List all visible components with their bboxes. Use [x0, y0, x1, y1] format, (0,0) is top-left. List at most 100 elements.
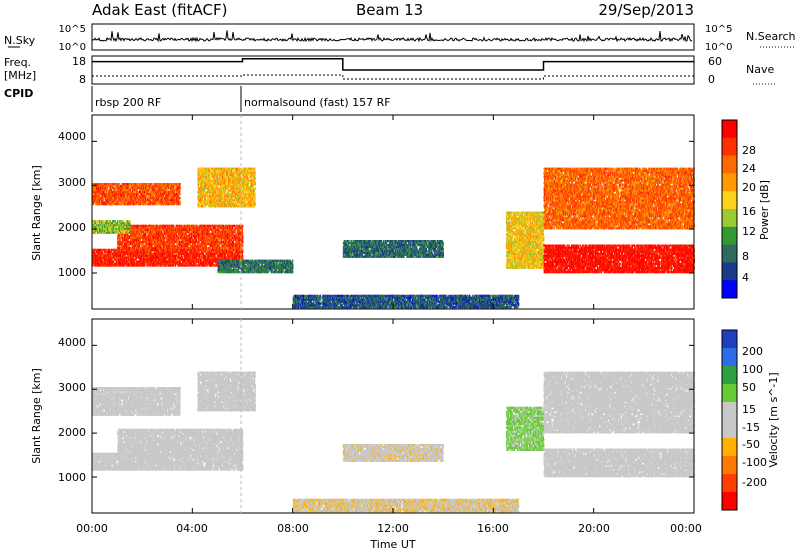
heatmap-cell — [159, 249, 160, 251]
heatmap-cell — [95, 187, 96, 189]
heatmap-cell — [231, 241, 232, 243]
heatmap-cell — [139, 261, 140, 263]
heatmap-cell — [173, 263, 174, 265]
heatmap-cell — [237, 239, 238, 241]
heatmap-cell — [227, 231, 228, 233]
heatmap-cell — [146, 235, 147, 237]
heatmap-cell — [106, 191, 107, 193]
heatmap-cell — [110, 187, 111, 189]
heatmap-cell — [216, 259, 217, 261]
heatmap-cell — [221, 243, 222, 245]
heatmap-cell — [198, 247, 199, 249]
heatmap-cell — [208, 241, 209, 243]
heatmap-cell — [102, 259, 103, 261]
heatmap-cell — [186, 233, 187, 235]
heatmap-cell — [194, 227, 195, 229]
heatmap-cell — [218, 239, 219, 241]
heatmap-cell — [226, 239, 227, 241]
heatmap-cell — [134, 237, 135, 239]
heatmap-cell — [173, 255, 174, 257]
heatmap-cell — [107, 187, 108, 189]
heatmap-cell — [229, 235, 230, 237]
heatmap-cell — [147, 235, 148, 237]
heatmap-cell — [95, 263, 96, 265]
heatmap-cell — [134, 243, 135, 245]
heatmap-cell — [192, 243, 193, 245]
freq-label-bottom: [MHz] — [4, 69, 36, 82]
heatmap-cell — [155, 263, 156, 265]
heatmap-cell — [100, 187, 101, 189]
beam-title: Beam 13 — [356, 1, 423, 19]
heatmap-cell — [233, 257, 234, 259]
heatmap-cell — [195, 263, 196, 265]
heatmap-cell — [116, 249, 117, 251]
heatmap-cell — [223, 229, 224, 231]
heatmap-cell — [217, 261, 218, 263]
heatmap-cell — [104, 201, 105, 203]
heatmap-cell — [196, 239, 197, 241]
heatmap-cell — [129, 245, 130, 247]
heatmap-cell — [111, 189, 112, 191]
heatmap-cell — [184, 231, 185, 233]
heatmap-cell — [102, 253, 103, 255]
heatmap-cell — [145, 243, 146, 245]
heatmap-cell — [205, 227, 206, 229]
nave-label: Nave — [746, 63, 774, 76]
heatmap-cell — [142, 229, 143, 231]
heatmap-cell — [139, 245, 140, 247]
heatmap-cell — [233, 241, 234, 243]
heatmap-cell — [213, 229, 214, 231]
heatmap-cell — [113, 263, 114, 265]
heatmap-cell — [209, 229, 210, 231]
heatmap-cell — [187, 249, 188, 251]
heatmap-cell — [185, 257, 186, 259]
heatmap-cell — [176, 233, 177, 235]
heatmap-cell — [184, 253, 185, 255]
heatmap-cell — [122, 237, 123, 239]
heatmap-cell — [227, 235, 228, 237]
heatmap-cell — [97, 261, 98, 263]
heatmap-cell — [231, 237, 232, 239]
heatmap-cell — [124, 241, 125, 243]
heatmap-cell — [166, 264, 167, 266]
heatmap-cell — [199, 241, 200, 243]
heatmap-cell — [234, 225, 235, 227]
heatmap-cell — [167, 257, 168, 259]
heatmap-cell — [149, 229, 150, 231]
heatmap-cell — [163, 235, 164, 237]
heatmap-cell — [204, 249, 205, 251]
heatmap-cell — [126, 249, 127, 251]
heatmap-cell — [98, 255, 99, 257]
heatmap-cell — [106, 257, 107, 259]
heatmap-cell — [120, 255, 121, 257]
heatmap-cell — [141, 257, 142, 259]
heatmap-cell — [160, 229, 161, 231]
heatmap-cell — [102, 183, 103, 185]
heatmap-cell — [114, 257, 115, 259]
heatmap-cell — [100, 193, 101, 195]
heatmap-cell — [116, 261, 117, 263]
heatmap-cell — [233, 247, 234, 249]
heatmap-cell — [141, 225, 142, 227]
heatmap-cell — [171, 249, 172, 251]
heatmap-cell — [123, 255, 124, 257]
heatmap-cell — [235, 243, 236, 245]
heatmap-cell — [174, 239, 175, 241]
heatmap-cell — [164, 239, 165, 241]
heatmap-cell — [152, 225, 153, 227]
heatmap-cell — [215, 237, 216, 239]
heatmap-cell — [201, 245, 202, 247]
heatmap-cell — [225, 229, 226, 231]
heatmap-cell — [136, 239, 137, 241]
heatmap-cell — [230, 225, 231, 227]
heatmap-cell — [179, 245, 180, 247]
heatmap-cell — [195, 243, 196, 245]
heatmap-cell — [219, 245, 220, 247]
heatmap-cell — [229, 239, 230, 241]
heatmap-cell — [215, 255, 216, 257]
heatmap-cell — [231, 239, 232, 241]
heatmap-cell — [136, 241, 137, 243]
heatmap-cell — [220, 231, 221, 233]
heatmap-cell — [158, 264, 159, 266]
heatmap-cell — [196, 235, 197, 237]
